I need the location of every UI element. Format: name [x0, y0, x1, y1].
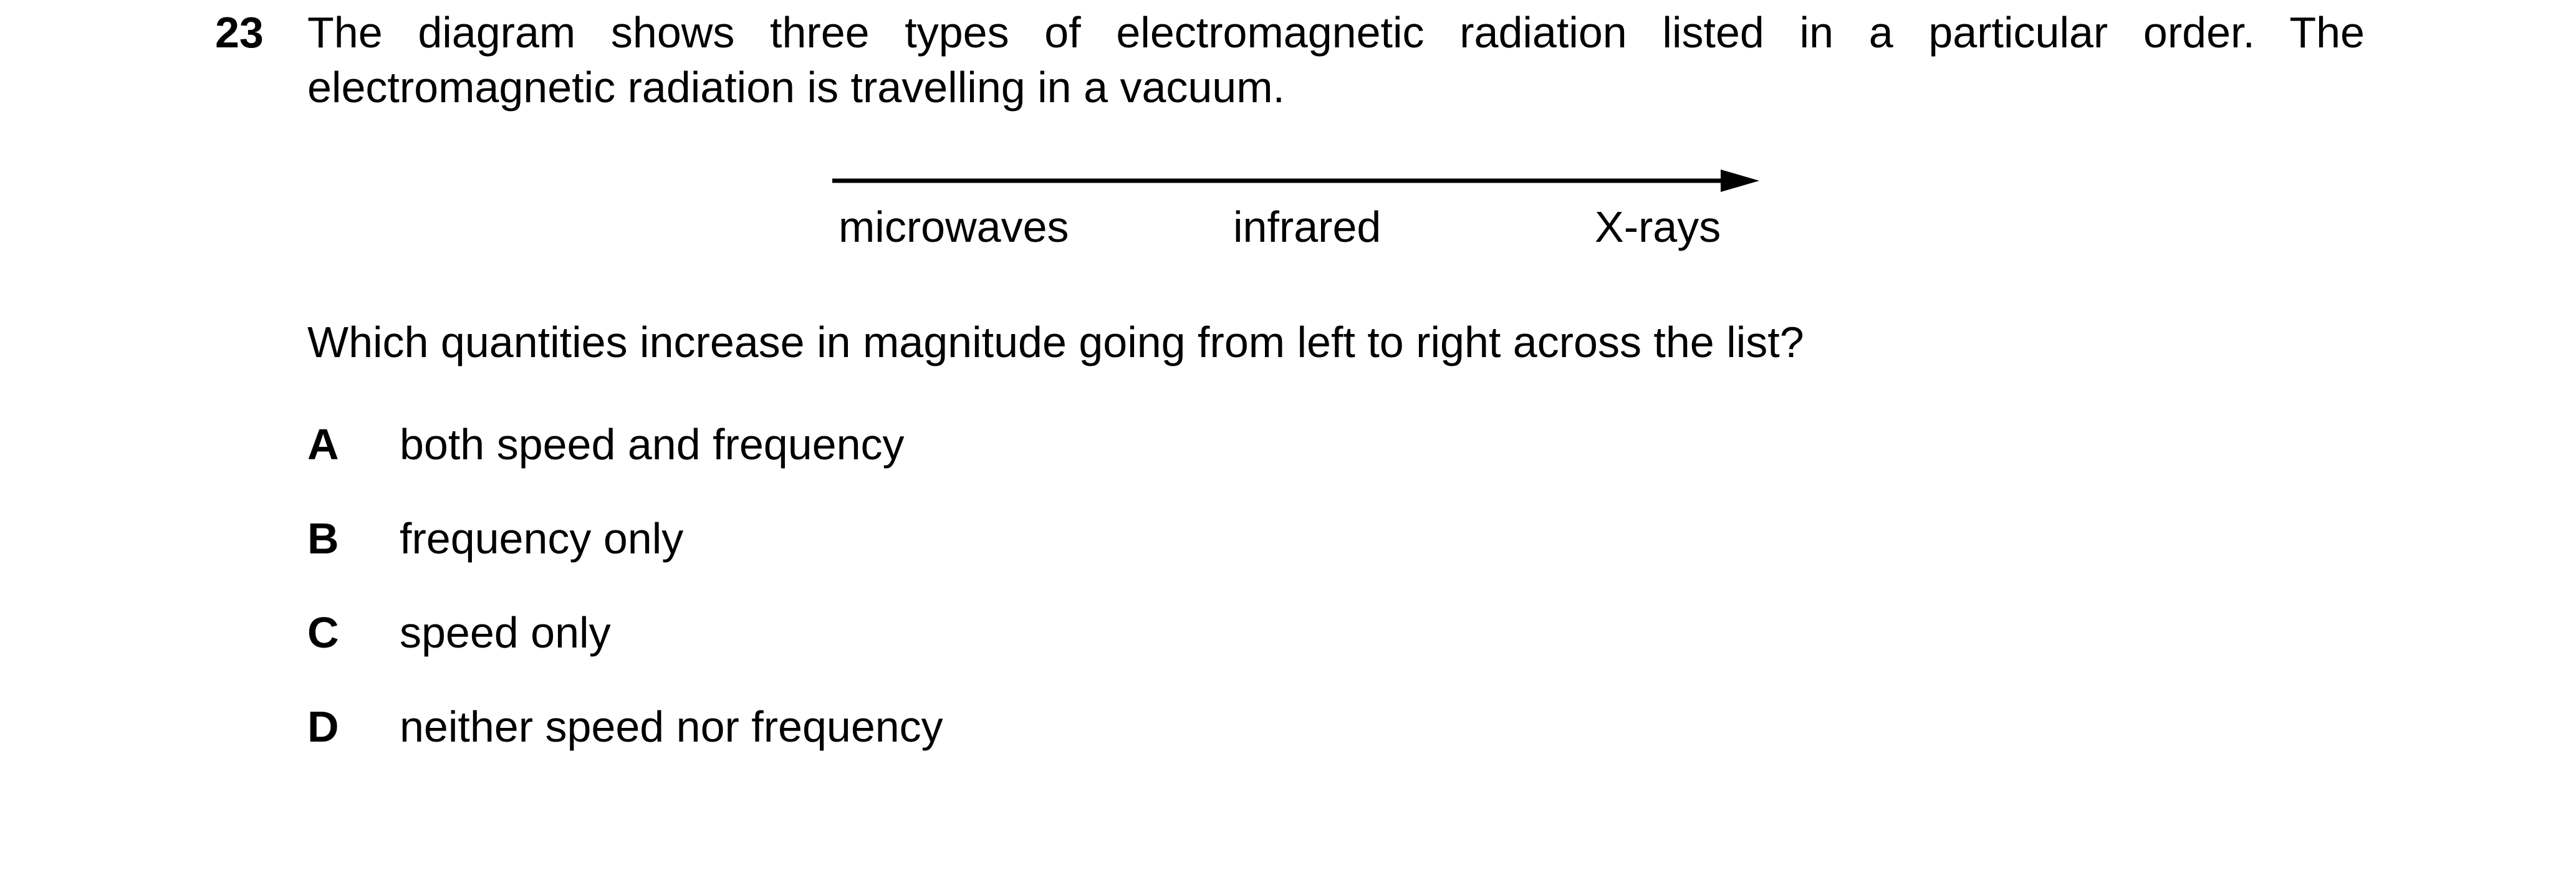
option-letter: B — [307, 514, 339, 563]
arrow-right-icon — [832, 170, 1759, 192]
em-spectrum-diagram: microwaves infrared X-rays — [829, 162, 1764, 262]
question-stem-line-1: The diagram shows three types of electro… — [307, 8, 2365, 57]
question-stem: The diagram shows three types of electro… — [307, 5, 2365, 115]
question-stem-line-2: electromagnetic radiation is travelling … — [307, 63, 1285, 112]
option-text: neither speed nor frequency — [400, 702, 943, 751]
question-number: 23 — [215, 8, 264, 57]
option-text: frequency only — [400, 514, 684, 563]
diagram-label-infrared: infrared — [1233, 203, 1382, 251]
option-letter: D — [307, 702, 339, 751]
option-text: both speed and frequency — [400, 420, 905, 469]
option-letter: A — [307, 420, 339, 469]
option-letter: C — [307, 608, 339, 657]
diagram-label-microwaves: microwaves — [839, 203, 1069, 251]
diagram-label-x-rays: X-rays — [1595, 203, 1721, 251]
option-text: speed only — [400, 608, 611, 657]
question-prompt: Which quantities increase in magnitude g… — [307, 318, 1804, 366]
